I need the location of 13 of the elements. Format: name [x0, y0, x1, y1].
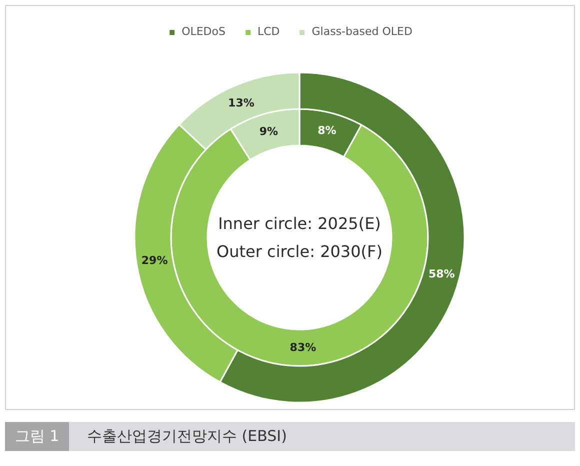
data-label: 13%	[228, 96, 254, 110]
text: Inner circle: 2025(E)	[218, 214, 381, 233]
data-label: 83%	[290, 341, 316, 354]
legend-label: LCD	[257, 25, 280, 38]
text: Outer circle: 2030(F)	[216, 242, 382, 261]
legend-label: OLEDoS	[182, 25, 226, 38]
data-label: 58%	[428, 267, 455, 280]
legend-label: Glass-based OLED	[312, 25, 412, 38]
text: 수출산업경기전망지수 (EBSI)	[69, 422, 575, 451]
caption: 그림 1	[5, 422, 69, 451]
data-label: 9%	[259, 125, 278, 138]
data-label: 29%	[141, 254, 168, 267]
data-label: 8%	[318, 124, 336, 138]
